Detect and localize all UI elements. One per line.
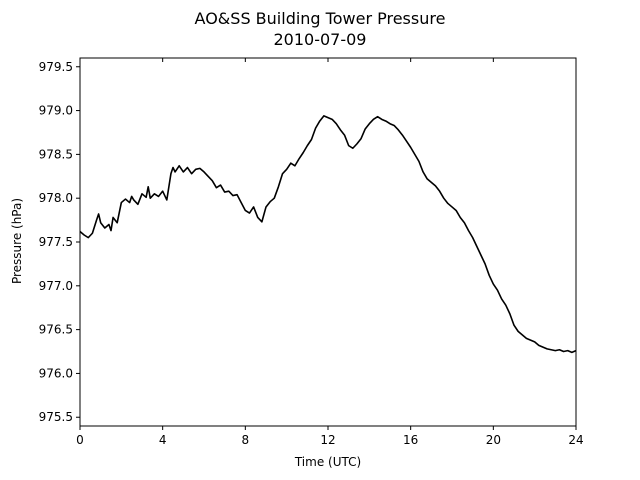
plot-frame bbox=[79, 57, 577, 427]
y-tick-label: 977.0 bbox=[39, 279, 73, 293]
y-tick-label: 979.5 bbox=[39, 60, 73, 74]
y-tick-label: 975.5 bbox=[39, 410, 73, 424]
x-tick-label: 8 bbox=[242, 433, 250, 447]
y-axis-label: Pressure (hPa) bbox=[10, 198, 24, 284]
y-tick-label: 976.5 bbox=[39, 323, 73, 337]
x-tick-label: 0 bbox=[76, 433, 84, 447]
plot-area: 0 4 8 12 16 20 24 975.5 976.0 976.5 977.0 977.5 978.… bbox=[39, 57, 584, 447]
x-tick-label: 12 bbox=[320, 433, 335, 447]
y-tick-label: 976.0 bbox=[39, 366, 73, 380]
y-tick-label: 978.5 bbox=[39, 147, 73, 161]
y-tick-label: 979.0 bbox=[39, 104, 73, 118]
x-tick-label: 20 bbox=[486, 433, 501, 447]
x-tick-label: 24 bbox=[568, 433, 583, 447]
x-tick-label: 16 bbox=[403, 433, 418, 447]
x-tick-label: 4 bbox=[159, 433, 167, 447]
chart-title: AO&SS Building Tower Pressure bbox=[195, 9, 446, 28]
y-tick-label: 977.5 bbox=[39, 235, 73, 249]
x-axis-label: Time (UTC) bbox=[294, 455, 361, 469]
series-line-0 bbox=[79, 115, 577, 354]
y-tick-label: 978.0 bbox=[39, 191, 73, 205]
chart-subtitle: 2010-07-09 bbox=[274, 30, 367, 49]
